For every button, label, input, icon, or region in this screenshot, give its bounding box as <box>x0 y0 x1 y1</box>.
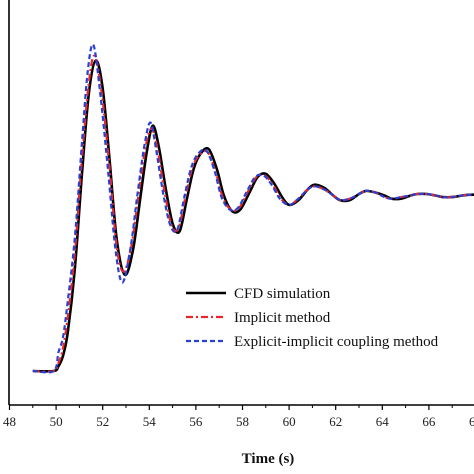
x-tick-label: 54 <box>143 414 157 429</box>
legend-label-2: Explicit-implicit coupling method <box>234 334 439 350</box>
x-tick-label: 56 <box>189 414 203 429</box>
x-tick-label: 66 <box>422 414 436 429</box>
x-tick-label: 48 <box>3 414 16 429</box>
x-tick-label: 68 <box>469 414 474 429</box>
x-ticks: 48 50 52 54 56 58 60 62 64 66 68 <box>3 405 474 429</box>
x-axis-title: Time (s) <box>242 451 295 467</box>
legend-label-1: Implicit method <box>234 310 331 326</box>
x-tick-label: 50 <box>50 414 63 429</box>
legend-label-0: CFD simulation <box>234 286 331 302</box>
series-line-1 <box>32 54 474 373</box>
series-line-2 <box>32 43 474 374</box>
x-tick-label: 62 <box>329 414 342 429</box>
x-tick-label: 64 <box>376 414 390 429</box>
legend: CFD simulation Implicit method Explicit-im… <box>186 286 439 350</box>
x-tick-label: 58 <box>236 414 249 429</box>
series-layer <box>32 43 474 374</box>
x-tick-label: 60 <box>283 414 296 429</box>
x-tick-label: 52 <box>96 414 109 429</box>
